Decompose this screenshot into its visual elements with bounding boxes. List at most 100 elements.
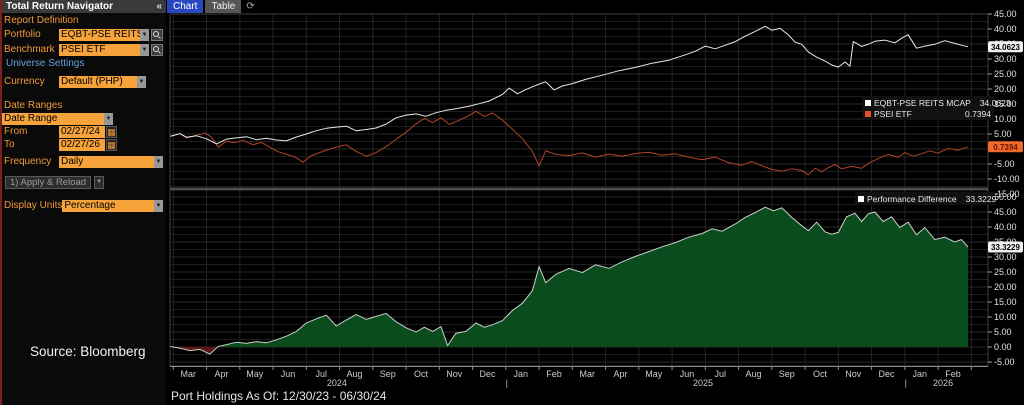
benchmark-select[interactable]: PSEI ETF (59, 43, 140, 56)
x-axis-month-label: Oct (414, 369, 429, 379)
svg-text:34.0623: 34.0623 (991, 43, 1020, 52)
date-range-select[interactable]: Date Range (2, 112, 104, 125)
portfolio-search-button[interactable] (151, 28, 163, 41)
from-label: From (4, 126, 28, 137)
refresh-icon[interactable]: ⟳ (246, 1, 255, 12)
x-axis-month-label: Aug (346, 369, 363, 379)
y-axis-tick-label: -5.00 (994, 159, 1015, 169)
last-value-box (988, 41, 1023, 53)
chevron-down-icon[interactable]: ▼ (104, 112, 113, 125)
x-axis-month-label: Jan (513, 369, 529, 379)
x-axis-month-label: May (246, 369, 264, 379)
x-axis-month-label: Aug (745, 369, 762, 379)
sidebar-panel: Total Return Navigator « Report Definiti… (0, 0, 166, 405)
x-axis-month-label: Jun (679, 369, 695, 379)
y-axis-tick-label: 25.00 (994, 267, 1017, 277)
display-units-select[interactable]: Percentage (62, 199, 154, 212)
legend-label: PSEI ETF (874, 108, 912, 119)
from-date-row: From 02/27/24 ▦ (4, 125, 163, 138)
y-axis-tick-label: 40.00 (994, 222, 1017, 232)
y-axis-tick-label: 30.00 (994, 252, 1017, 262)
chevron-down-icon[interactable]: ▼ (140, 28, 149, 41)
x-axis-month-label: Nov (845, 369, 862, 379)
svg-text:33.3229: 33.3229 (991, 243, 1020, 252)
svg-text:0.7394: 0.7394 (993, 143, 1018, 152)
x-axis-month-label: Sep (778, 369, 795, 379)
apply-reload-row: 1) Apply & Reload ▼ (5, 176, 163, 189)
y-axis-tick-label: 0.00 (994, 342, 1012, 352)
y-axis-tick-label: 50.00 (994, 192, 1017, 202)
portfolio-label: Portfolio (4, 29, 41, 40)
x-axis-month-label: Nov (446, 369, 463, 379)
to-label: To (4, 139, 15, 150)
tab-table[interactable]: Table (205, 0, 242, 13)
x-axis-month-label: May (645, 369, 663, 379)
chevron-down-icon[interactable]: ▼ (94, 176, 105, 189)
section-report-definition: Report Definition (4, 15, 79, 26)
x-axis-month-label: Apr (214, 369, 229, 379)
series-swatch-icon (865, 110, 871, 117)
date-range-row: Date Range ▼ (2, 112, 163, 125)
tab-chart[interactable]: Chart (167, 0, 204, 13)
x-axis-month-label: Mar (180, 369, 197, 379)
x-axis-month-label: Apr (613, 369, 628, 379)
apply-reload-button[interactable]: 1) Apply & Reload (5, 176, 92, 189)
x-axis-year-label: 2026 (933, 378, 954, 388)
x-axis-year-label: 2024 (326, 378, 347, 388)
universe-settings-link[interactable]: Universe Settings (6, 58, 85, 69)
x-axis-month-label: Sep (379, 369, 396, 379)
chevron-down-icon[interactable]: ▼ (137, 75, 146, 88)
frequency-select[interactable]: Daily (59, 155, 154, 168)
portfolio-select[interactable]: EQBT-PSE REITS MCAP (59, 28, 140, 41)
chevron-down-icon[interactable]: ▼ (140, 43, 149, 56)
legend-row-perf-diff: Performance Difference 33.3229 (858, 193, 996, 204)
legend-row-psei: PSEI ETF 0.7394 (865, 108, 991, 119)
y-axis-tick-label: 40.00 (994, 24, 1017, 34)
from-date-field[interactable]: 02/27/24 (59, 125, 105, 138)
y-axis-tick-label: 5.00 (994, 129, 1012, 139)
currency-select[interactable]: Default (PHP) (59, 75, 137, 88)
legend-label: Performance Difference (867, 193, 957, 204)
to-date-field[interactable]: 02/27/26 (59, 138, 105, 151)
legend-value: 33.3229 (965, 193, 997, 204)
x-axis-month-labels: Mar Apr May Jun Jul Aug Sep Oct Nov Dec Jan Feb Mar A… (0, 369, 1024, 379)
y-axis-tick-label: 15.00 (994, 297, 1017, 307)
legend-label: EQBT-PSE REITS MCAP (874, 97, 971, 108)
chevron-down-icon[interactable]: ▼ (154, 199, 163, 212)
psei-line (169, 110, 969, 176)
to-date-row: To 02/27/26 ▦ (4, 138, 163, 151)
x-axis-year-divider: | (904, 378, 907, 388)
y-axis-tick-label: -5.00 (994, 357, 1015, 367)
calendar-icon[interactable]: ▦ (106, 125, 117, 138)
x-axis-year-label: 2025 (692, 378, 713, 388)
reits-line (169, 25, 969, 145)
x-axis-month-label: Mar (579, 369, 596, 379)
y-axis-tick-label: 20.00 (994, 84, 1017, 94)
frequency-label: Frequency (4, 156, 52, 167)
display-units-row: Display Units Percentage ▼ (4, 199, 163, 212)
page-title: Total Return Navigator (6, 1, 114, 12)
perf-diff-line (169, 206, 969, 355)
y-axis-tick-label: 10.00 (994, 312, 1017, 322)
x-axis-month-label: Feb (546, 369, 562, 379)
y-axis-tick-label: 5.00 (994, 327, 1012, 337)
x-axis-year-divider: | (505, 378, 508, 388)
y-axis-tick-label: 15.00 (994, 99, 1017, 109)
x-axis-year-labels: 2024 2025 2026 | | (0, 378, 1024, 388)
y-axis-tick-label: 10.00 (994, 114, 1017, 124)
sidebar-header: Total Return Navigator « (2, 0, 166, 13)
legend-value: 34.0623 (979, 97, 1011, 108)
legend-value: 0.7394 (965, 108, 991, 119)
series-swatch-icon (858, 195, 864, 202)
collapse-panel-icon[interactable]: « (156, 1, 162, 12)
benchmark-search-button[interactable] (151, 43, 163, 56)
last-value-box (988, 141, 1023, 153)
y-axis-tick-label: 45.00 (994, 207, 1017, 217)
perf-diff-area-positive (170, 207, 968, 347)
chevron-down-icon[interactable]: ▼ (154, 155, 163, 168)
calendar-icon[interactable]: ▦ (106, 138, 117, 151)
section-date-ranges: Date Ranges (4, 100, 63, 111)
x-axis-month-label: Dec (878, 369, 895, 379)
